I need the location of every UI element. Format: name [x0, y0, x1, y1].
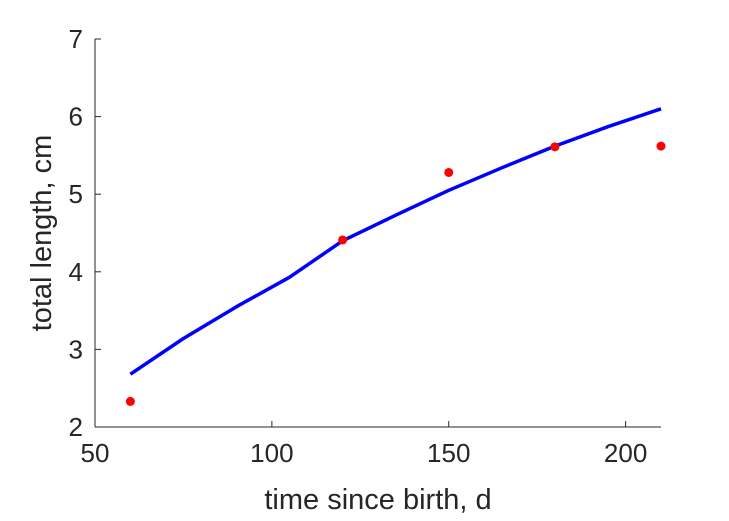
y-tick-label: 4: [69, 257, 83, 287]
data-point: [550, 142, 560, 152]
y-tick-label: 3: [69, 334, 83, 364]
x-axis-title: time since birth, d: [264, 484, 491, 516]
y-ticks: 2 3 4 5 6 7: [69, 24, 101, 442]
x-tick-label: 150: [427, 438, 470, 468]
x-tick-label: 200: [604, 438, 647, 468]
data-point: [444, 167, 454, 177]
x-tick-label: 50: [81, 438, 110, 468]
data-point: [656, 141, 666, 151]
data-point: [338, 235, 348, 245]
plot-area: [125, 107, 666, 406]
fit-curve: [129, 107, 662, 376]
x-tick-label: 100: [250, 438, 293, 468]
y-axis-title: total length, cm: [26, 135, 58, 332]
axes: [94, 39, 661, 428]
data-point: [125, 396, 135, 406]
y-tick-label: 7: [69, 24, 83, 54]
y-tick-label: 5: [69, 179, 83, 209]
y-tick-label: 6: [69, 102, 83, 132]
y-tick-label: 2: [69, 412, 83, 442]
x-ticks: 50 100 150 200: [81, 421, 647, 468]
